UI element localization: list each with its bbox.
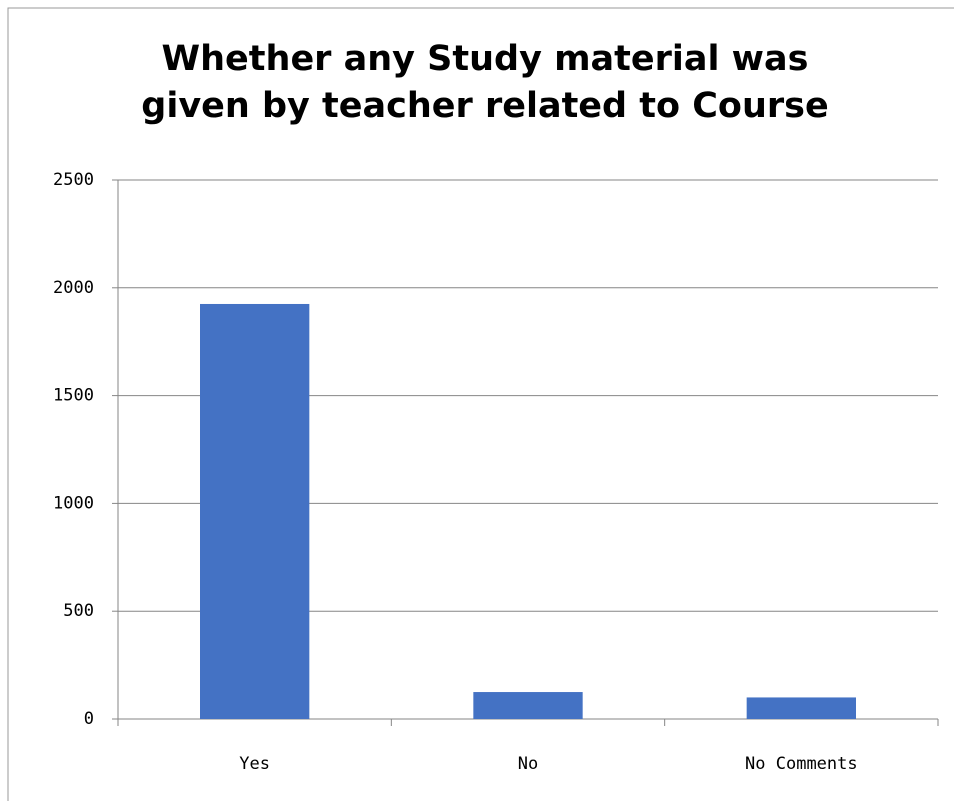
chart-frame	[7, 7, 954, 801]
x-tick-label: Yes	[239, 754, 270, 774]
x-tick-label: No	[518, 754, 538, 774]
y-tick-label: 1000	[53, 493, 94, 513]
bar	[473, 692, 583, 719]
chart-title: Whether any Study material was given by …	[141, 39, 829, 126]
y-tick-label: 0	[84, 709, 94, 729]
x-tick-label: No Comments	[745, 754, 858, 774]
bar	[200, 303, 310, 719]
y-tick-label: 2500	[53, 170, 94, 190]
y-tick-label: 1500	[53, 386, 94, 406]
bar	[746, 697, 856, 719]
y-tick-label: 2000	[53, 278, 94, 298]
y-tick-label: 500	[63, 601, 94, 621]
